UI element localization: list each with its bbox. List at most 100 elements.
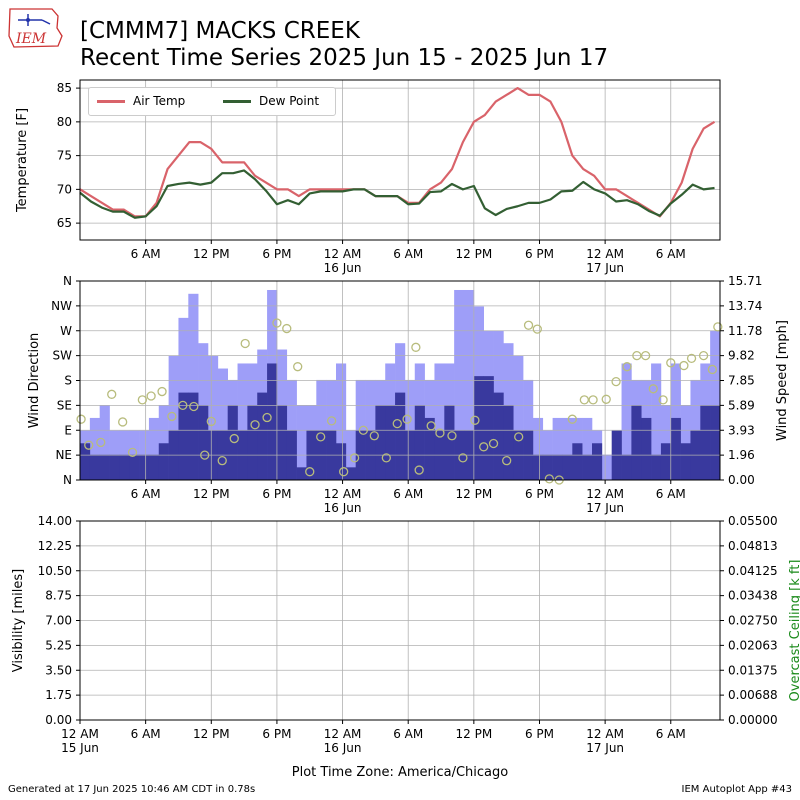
direction-point bbox=[339, 467, 349, 477]
temp-y-tick-label: 85 bbox=[57, 81, 72, 95]
speed-bar bbox=[375, 405, 386, 480]
temp-y-tick-label: 70 bbox=[57, 182, 72, 196]
speed-bar bbox=[700, 405, 711, 480]
chart-title: [CMMM7] MACKS CREEK bbox=[80, 18, 360, 44]
direction-point bbox=[76, 414, 86, 424]
direction-point bbox=[157, 386, 167, 397]
direction-point bbox=[262, 412, 272, 423]
temp-x-date-label: 16 Jun bbox=[324, 261, 362, 275]
speed-bar bbox=[129, 454, 140, 480]
direction-point bbox=[369, 431, 379, 441]
direction-tick-label: N bbox=[63, 473, 72, 487]
wind-x-tick-label: 6 PM bbox=[262, 487, 291, 501]
direction-point bbox=[411, 342, 421, 352]
ceiling-axis-label: Overcast Ceiling [k ft] bbox=[788, 560, 800, 702]
gust-bar bbox=[217, 368, 228, 480]
temp-x-tick-label: 12 AM bbox=[586, 247, 624, 261]
speed-bar bbox=[680, 443, 691, 480]
speed-bar bbox=[80, 443, 91, 480]
speed-bar bbox=[641, 417, 652, 480]
gust-bar bbox=[582, 417, 593, 480]
bottom-x-tick-label: 12 AM bbox=[586, 727, 624, 741]
direction-tick-label: N bbox=[63, 274, 72, 288]
wind-x-tick-label: 6 AM bbox=[393, 487, 423, 501]
gust-bar bbox=[680, 405, 691, 480]
speed-bar bbox=[198, 405, 209, 480]
speed-bar bbox=[267, 363, 278, 480]
visibility-axis-label: Visibility [miles] bbox=[11, 569, 26, 672]
legend-swatch-dew-point bbox=[223, 99, 251, 103]
gust-bar bbox=[552, 417, 563, 480]
direction-point bbox=[567, 414, 577, 424]
speed-tick-label: 3.93 bbox=[728, 423, 755, 437]
gust-bar bbox=[513, 355, 524, 480]
gust-bar bbox=[336, 363, 347, 480]
direction-point bbox=[458, 453, 468, 463]
speed-bar bbox=[119, 454, 130, 480]
wind-x-tick-label: 6 PM bbox=[525, 487, 554, 501]
gust-bar bbox=[454, 289, 465, 480]
direction-point bbox=[293, 362, 303, 372]
speed-tick-label: 9.82 bbox=[728, 349, 755, 363]
gust-bar bbox=[434, 363, 445, 480]
direction-point bbox=[470, 415, 480, 425]
gust-bar bbox=[148, 417, 160, 480]
direction-tick-label: SE bbox=[57, 398, 72, 412]
direction-point bbox=[658, 395, 668, 405]
temp-x-tick-label: 6 AM bbox=[131, 247, 161, 261]
x-axis-label: Plot Time Zone: America/Chicago bbox=[292, 765, 508, 780]
direction-point bbox=[679, 360, 689, 371]
direction-point bbox=[316, 432, 326, 442]
visibility-tick-label: 10.50 bbox=[38, 564, 72, 578]
direction-point bbox=[447, 431, 457, 441]
direction-point bbox=[402, 414, 412, 424]
direction-point bbox=[96, 437, 106, 448]
ceiling-tick-label: 0.04813 bbox=[728, 539, 778, 553]
speed-bar bbox=[99, 454, 110, 480]
speed-bar bbox=[592, 443, 603, 480]
ceiling-tick-label: 0.02750 bbox=[728, 614, 778, 628]
direction-point bbox=[713, 322, 723, 332]
direction-point bbox=[488, 438, 499, 449]
direction-point bbox=[514, 432, 524, 442]
bottom-x-tick-label: 6 AM bbox=[656, 727, 686, 741]
direction-point bbox=[532, 324, 542, 334]
bottom-x-date-label: 17 Jun bbox=[586, 741, 624, 755]
direction-point bbox=[200, 450, 210, 460]
direction-tick-label: S bbox=[64, 374, 72, 388]
direction-point bbox=[426, 421, 436, 431]
speed-tick-label: 0.00 bbox=[728, 473, 755, 487]
visibility-tick-label: 1.75 bbox=[45, 688, 72, 702]
speed-bar bbox=[158, 443, 169, 480]
temp-x-tick-label: 12 PM bbox=[456, 247, 493, 261]
temp-x-tick-label: 6 AM bbox=[656, 247, 686, 261]
visibility-tick-label: 14.00 bbox=[38, 514, 72, 528]
series-line-dew-point bbox=[79, 169, 715, 219]
temp-y-tick-label: 65 bbox=[57, 216, 72, 230]
direction-point bbox=[632, 350, 642, 361]
gust-bar bbox=[237, 363, 248, 480]
direction-point bbox=[579, 395, 589, 405]
speed-bar bbox=[493, 392, 504, 480]
ceiling-tick-label: 0.00000 bbox=[728, 713, 778, 727]
bottom-x-tick-label: 6 PM bbox=[525, 727, 554, 741]
direction-point bbox=[392, 418, 402, 429]
wind-speed-axis-label: Wind Speed [mph] bbox=[775, 320, 790, 441]
ceiling-tick-label: 0.04125 bbox=[728, 564, 778, 578]
gust-bar bbox=[188, 293, 199, 480]
speed-bar bbox=[276, 405, 288, 480]
temperature-axis-label: Temperature [F] bbox=[15, 108, 30, 213]
speed-bar bbox=[483, 376, 494, 480]
speed-bar bbox=[572, 443, 583, 480]
speed-bar bbox=[562, 454, 573, 480]
direction-point bbox=[206, 416, 216, 427]
speed-bar bbox=[89, 454, 100, 480]
speed-bar bbox=[710, 405, 721, 480]
gust-bar bbox=[651, 363, 662, 480]
direction-point bbox=[666, 358, 676, 368]
bottom-x-date-label: 15 Jun bbox=[61, 741, 99, 755]
direction-tick-label: NW bbox=[51, 299, 72, 313]
speed-tick-label: 1.96 bbox=[728, 448, 755, 462]
generated-footer: Generated at 17 Jun 2025 10:46 AM CDT in… bbox=[8, 784, 256, 795]
wind-direction-axis-label: Wind Direction bbox=[27, 333, 42, 429]
